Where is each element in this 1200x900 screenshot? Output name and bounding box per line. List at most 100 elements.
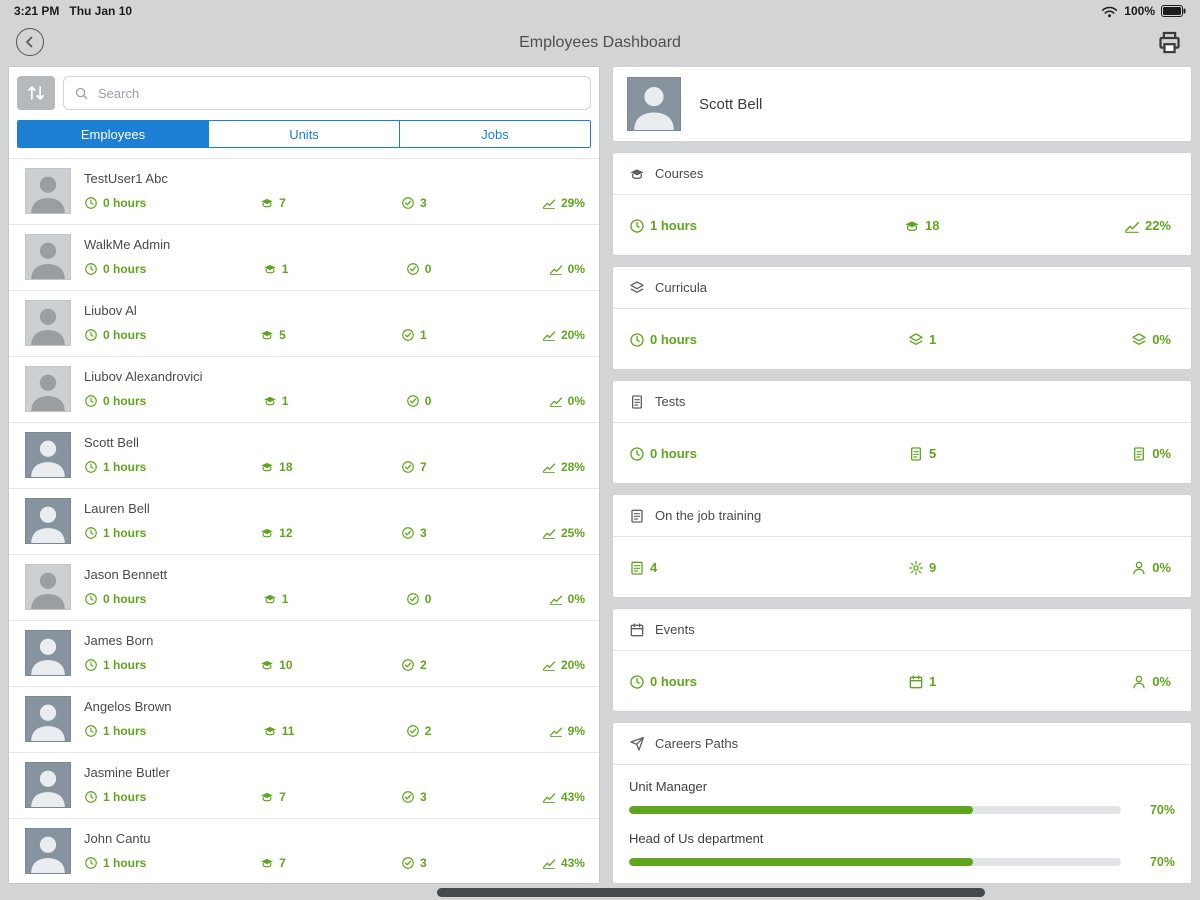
employee-avatar xyxy=(25,432,71,478)
employee-row[interactable]: Jasmine Butler 1 hours 7 3 43% xyxy=(9,753,599,819)
success-rate-stat: 9% xyxy=(549,724,589,738)
trainee-rate-stat: 0% xyxy=(1131,560,1175,576)
employee-row[interactable]: Scott Bell 1 hours 18 7 28% xyxy=(9,423,599,489)
user-silhouette-icon xyxy=(628,78,680,130)
success-rate-stat: 43% xyxy=(542,856,589,870)
employee-row[interactable]: Lauren Bell 1 hours 12 3 25% xyxy=(9,489,599,555)
employee-avatar xyxy=(25,696,71,742)
completed-stat: 3 xyxy=(401,790,542,804)
success-rate-stat: 0% xyxy=(1131,332,1175,348)
graduation-cap-icon xyxy=(904,218,920,234)
battery-icon xyxy=(1161,5,1186,17)
hours-stat: 1 hours xyxy=(84,526,260,540)
employee-row[interactable]: WalkMe Admin 0 hours 1 0 0% xyxy=(9,225,599,291)
employee-name: WalkMe Admin xyxy=(84,237,171,252)
sort-arrows-icon xyxy=(26,83,46,103)
employee-avatar xyxy=(25,366,71,412)
employee-avatar xyxy=(25,630,71,676)
courses-stat: 5 xyxy=(260,328,401,342)
employee-row[interactable]: Jason Bennett 0 hours 1 0 0% xyxy=(9,555,599,621)
employee-name: Jason Bennett xyxy=(84,567,168,582)
search-box[interactable] xyxy=(63,76,591,110)
employee-name: Jasmine Butler xyxy=(84,765,170,780)
profile-avatar xyxy=(627,77,681,131)
success-rate-stat: 25% xyxy=(542,526,589,540)
employee-row[interactable]: Liubov Al 0 hours 5 1 20% xyxy=(9,291,599,357)
back-button[interactable] xyxy=(16,28,44,56)
test-sheet-icon xyxy=(629,394,645,410)
calendar-icon xyxy=(629,622,645,638)
check-circle-icon xyxy=(401,328,415,342)
profile-name: Scott Bell xyxy=(699,95,763,113)
employee-row[interactable]: Angelos Brown 1 hours 11 2 9% xyxy=(9,687,599,753)
employee-row[interactable]: TestUser1 Abc 0 hours 7 3 29% xyxy=(9,159,599,225)
tab-jobs[interactable]: Jobs xyxy=(400,121,590,147)
hours-stat: 0 hours xyxy=(84,262,263,276)
user-silhouette-icon xyxy=(26,499,70,543)
page-title: Employees Dashboard xyxy=(519,34,681,51)
section-title: Courses xyxy=(655,166,704,181)
battery-percent: 100% xyxy=(1124,4,1155,18)
completed-stat: 0 xyxy=(406,394,549,408)
attendance-rate-stat: 0% xyxy=(1131,674,1175,690)
employee-avatar xyxy=(25,828,71,874)
print-button[interactable] xyxy=(1154,27,1184,57)
courses-stat: 1 xyxy=(263,394,406,408)
layers-icon xyxy=(908,332,924,348)
user-silhouette-icon xyxy=(26,829,70,873)
tests-card: Tests 0 hours 5 0% xyxy=(612,380,1192,484)
hours-stat: 1 hours xyxy=(629,218,904,234)
courses-stat: 7 xyxy=(260,196,401,210)
courses-stat: 1 xyxy=(263,592,406,606)
search-input[interactable] xyxy=(96,84,580,102)
tab-employees[interactable]: Employees xyxy=(18,121,209,147)
clock-icon xyxy=(84,592,98,606)
profile-card: Scott Bell xyxy=(612,66,1192,142)
trend-chart-icon xyxy=(549,262,563,276)
employee-row[interactable]: Liubov Alexandrovici 0 hours 1 0 0% xyxy=(9,357,599,423)
home-indicator[interactable] xyxy=(437,888,985,897)
check-circle-icon xyxy=(401,196,415,210)
progress-bar-fill xyxy=(629,858,974,866)
graduation-cap-icon xyxy=(629,166,645,182)
check-circle-icon xyxy=(401,790,415,804)
sessions-stat: 9 xyxy=(908,560,1131,576)
user-silhouette-icon xyxy=(26,367,70,411)
layers-icon xyxy=(629,280,645,296)
test-sheet-icon xyxy=(908,446,924,462)
graduation-cap-icon xyxy=(263,592,277,606)
check-circle-icon xyxy=(401,856,415,870)
printer-icon xyxy=(1156,29,1183,56)
graduation-cap-icon xyxy=(263,262,277,276)
career-path-label: Unit Manager xyxy=(629,779,708,794)
clock-icon xyxy=(84,658,98,672)
employee-name: Liubov Alexandrovici xyxy=(84,369,203,384)
clock-icon xyxy=(629,218,645,234)
graduation-cap-icon xyxy=(260,196,274,210)
trend-chart-icon xyxy=(549,394,563,408)
employee-avatar xyxy=(25,498,71,544)
tab-units[interactable]: Units xyxy=(209,121,400,147)
trend-chart-icon xyxy=(1124,218,1140,234)
completed-stat: 3 xyxy=(401,526,542,540)
hours-stat: 0 hours xyxy=(629,332,908,348)
employee-name: Scott Bell xyxy=(84,435,139,450)
status-time: 3:21 PM xyxy=(14,4,60,18)
section-title: Events xyxy=(655,622,695,637)
employee-name: John Cantu xyxy=(84,831,151,846)
employee-row[interactable]: James Born 1 hours 10 2 20% xyxy=(9,621,599,687)
success-rate-stat: 0% xyxy=(1131,446,1175,462)
courses-stat: 12 xyxy=(260,526,401,540)
graduation-cap-icon xyxy=(260,856,274,870)
clock-icon xyxy=(84,460,98,474)
sort-button[interactable] xyxy=(17,76,55,110)
trend-chart-icon xyxy=(542,526,556,540)
section-title: Curricula xyxy=(655,280,708,295)
clock-icon xyxy=(84,196,98,210)
employee-list: TestUser1 Abc 0 hours 7 3 29% xyxy=(9,158,599,883)
employee-row[interactable]: John Cantu 1 hours 7 3 43% xyxy=(9,819,599,883)
success-rate-stat: 0% xyxy=(549,592,589,606)
clock-icon xyxy=(84,526,98,540)
success-rate-stat: 29% xyxy=(542,196,589,210)
section-title: Tests xyxy=(655,394,686,409)
